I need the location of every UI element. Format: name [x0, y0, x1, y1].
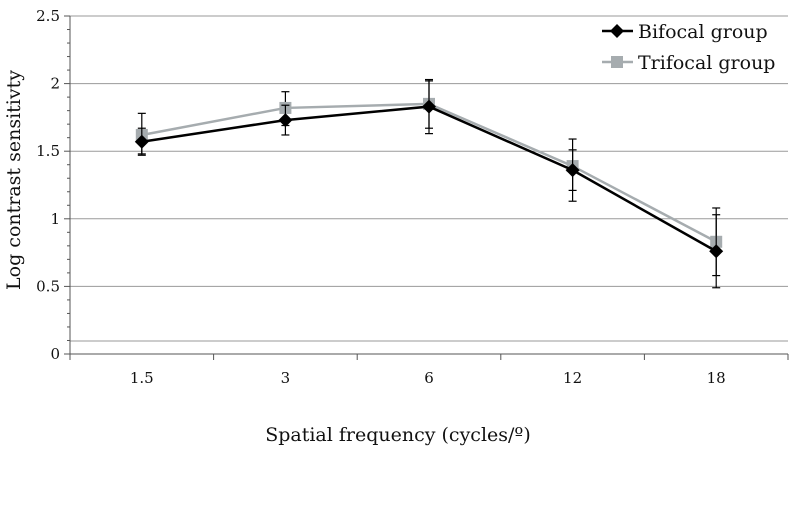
data-point-bifocal [422, 99, 436, 114]
x-tick-label: 18 [707, 369, 726, 387]
y-axis-title: Log contrast sensitivty [3, 70, 25, 290]
axes [64, 15, 789, 360]
plot-series [134, 78, 724, 289]
legend-marker-trifocal [611, 56, 623, 68]
y-tick-label: 2.5 [36, 7, 60, 25]
x-tick-label: 6 [424, 369, 434, 387]
legend: Bifocal group Trifocal group [602, 21, 775, 74]
y-tick-label: 1 [50, 210, 60, 228]
legend-marker-bifocal [610, 24, 624, 38]
x-tick-label: 3 [281, 369, 291, 387]
data-point-bifocal [278, 113, 293, 128]
data-point-bifocal [134, 134, 149, 149]
y-tick-label: 1.5 [36, 142, 60, 160]
x-axis-title: Spatial frequency (cycles/º) [265, 424, 531, 446]
series-bifocal [134, 80, 724, 289]
y-tick-label: 0.5 [36, 277, 60, 295]
data-point-bifocal [565, 163, 580, 178]
data-point-bifocal [709, 244, 724, 259]
legend-label-bifocal: Bifocal group [638, 21, 768, 43]
grid-lines [70, 15, 788, 342]
legend-item-trifocal: Trifocal group [602, 52, 775, 74]
y-tick-label: 0 [50, 345, 60, 363]
x-tick-label: 12 [563, 369, 582, 387]
x-tick-label: 1.5 [130, 369, 154, 387]
y-tick-label: 2 [50, 75, 60, 93]
legend-label-trifocal: Trifocal group [638, 52, 775, 74]
legend-item-bifocal: Bifocal group [602, 21, 768, 43]
tick-labels: 0 0.5 1 1.5 2 2.5 1.5 3 6 12 18 [36, 7, 726, 387]
